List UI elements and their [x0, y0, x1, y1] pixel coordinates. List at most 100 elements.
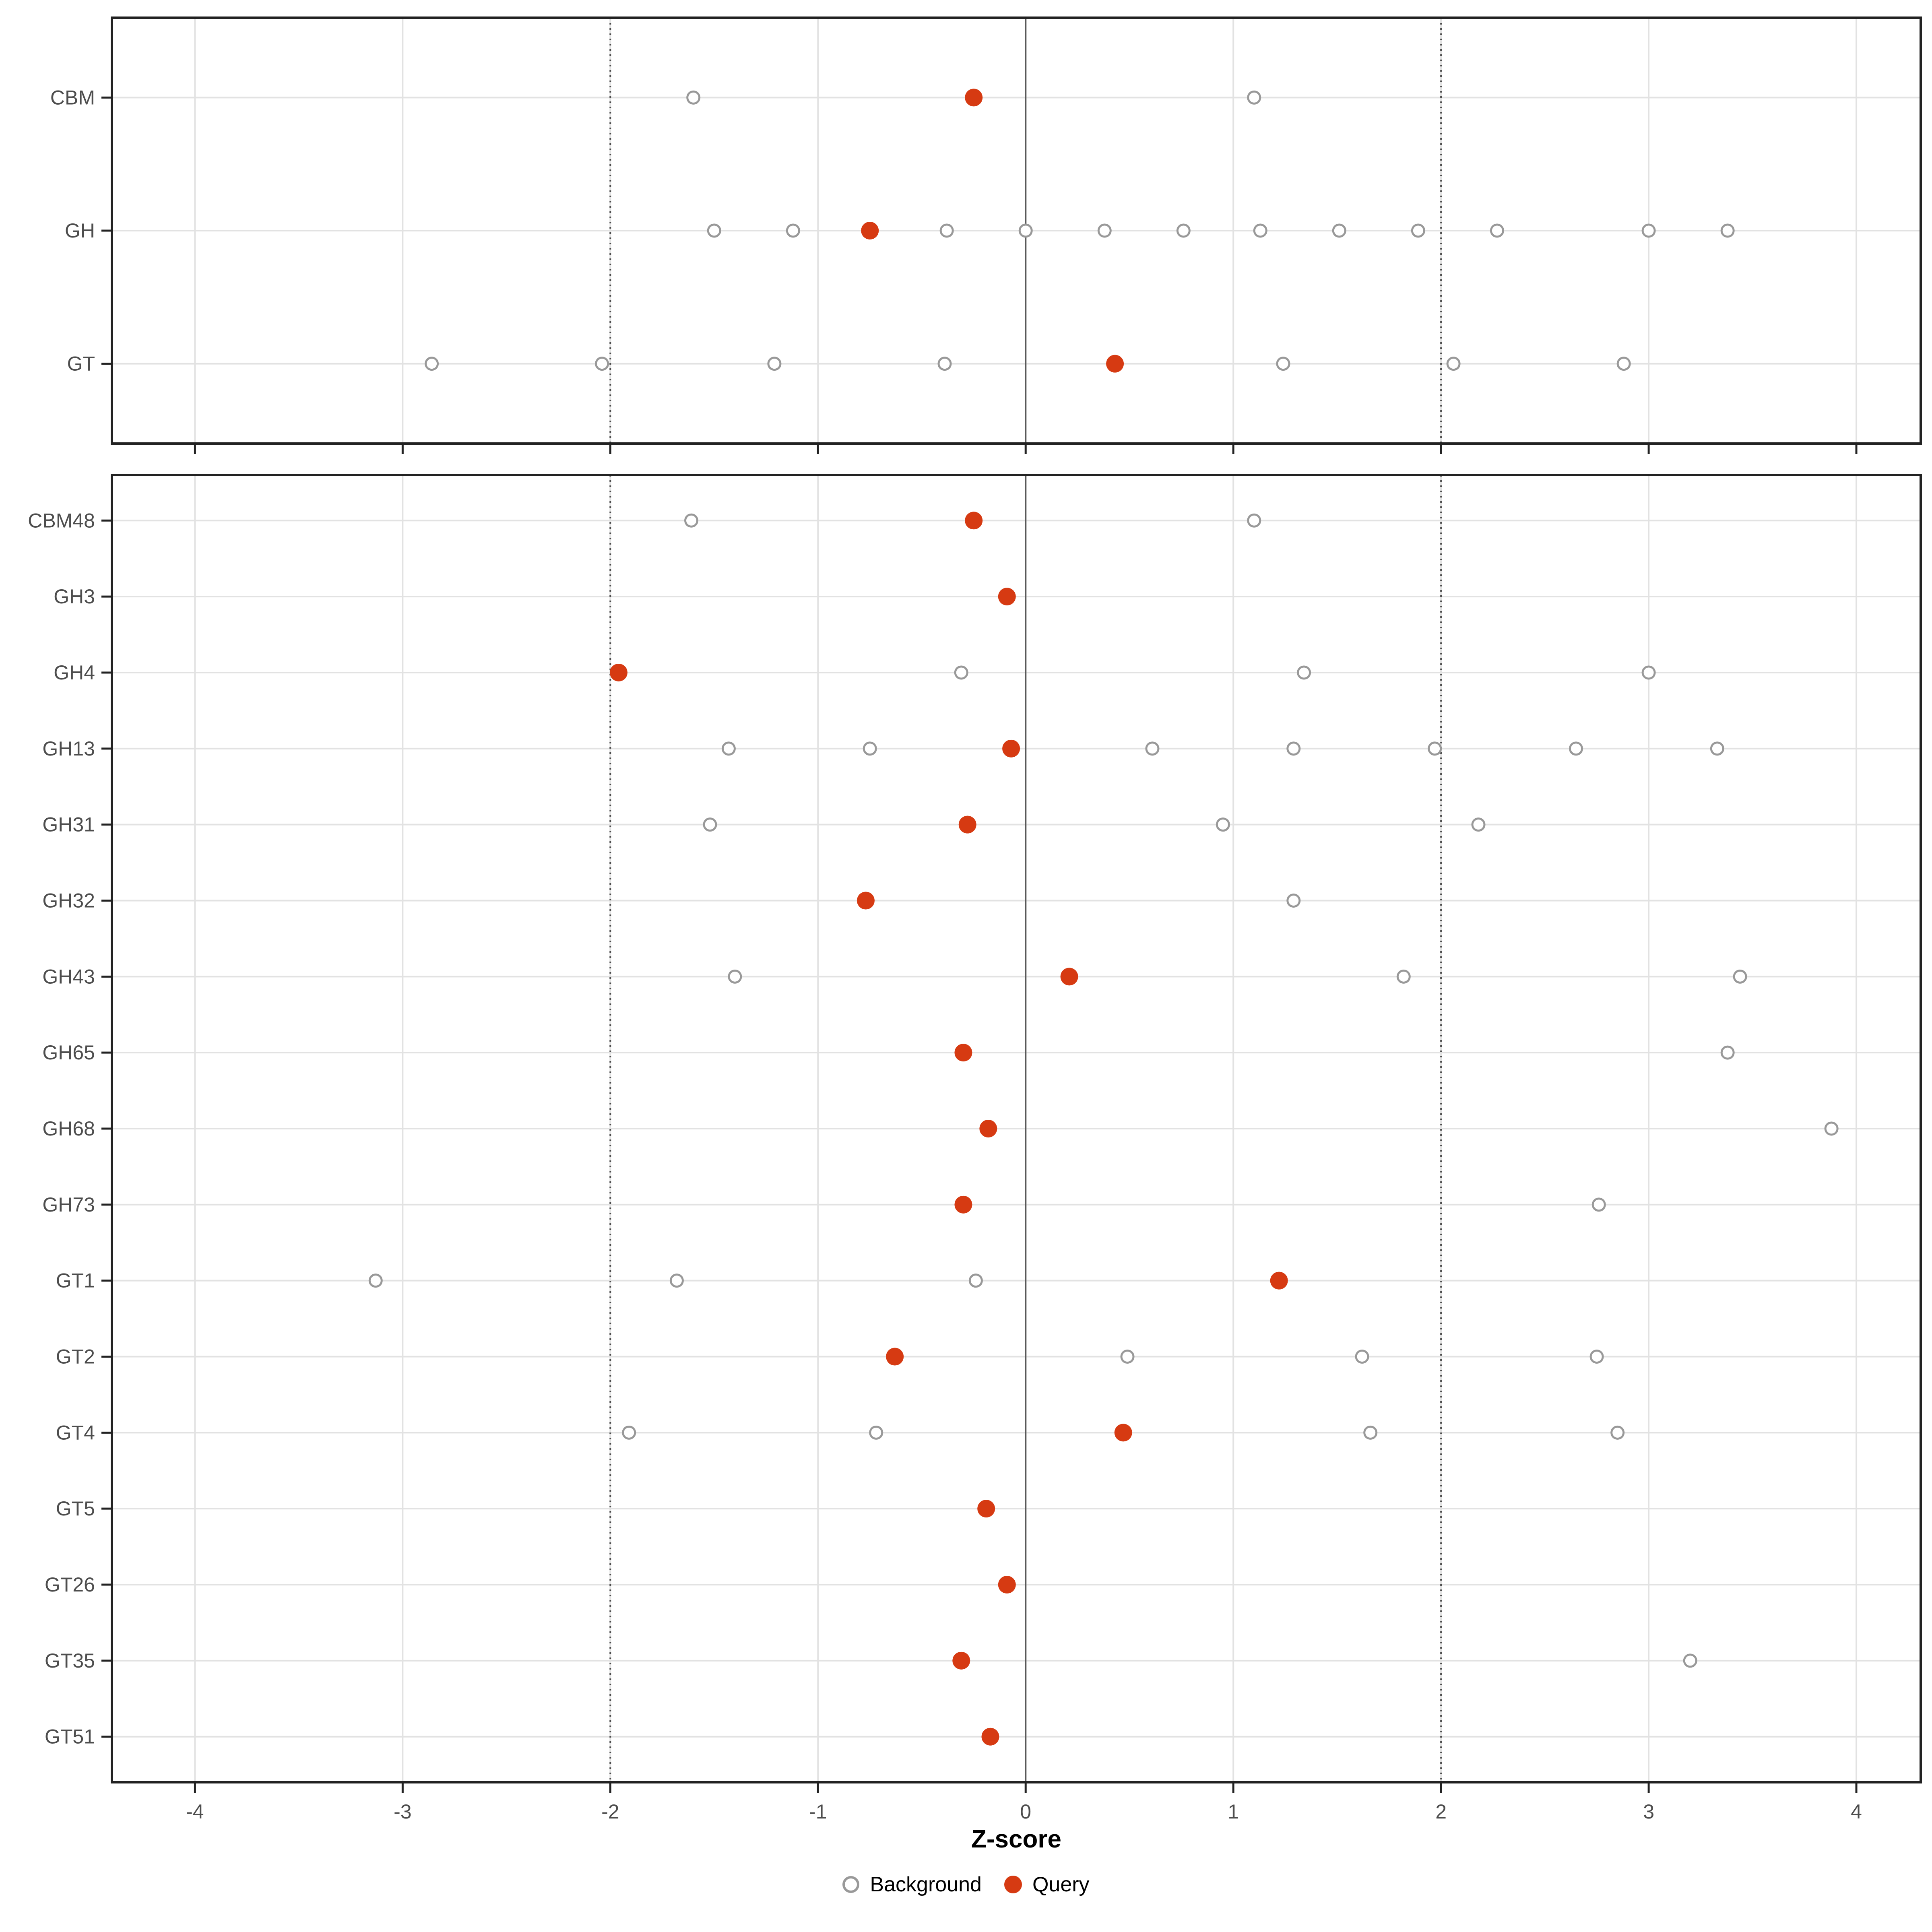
y-axis-label: GH	[65, 219, 95, 242]
query-point	[965, 89, 983, 107]
query-point	[981, 1728, 999, 1746]
background-point	[1616, 357, 1631, 371]
background-point	[1355, 1350, 1369, 1364]
y-axis-label: GT1	[56, 1269, 95, 1292]
background-point	[686, 90, 701, 105]
query-point	[1002, 739, 1020, 758]
background-point	[1720, 1045, 1735, 1060]
background-point	[1569, 741, 1583, 756]
y-axis-label: GT2	[56, 1346, 95, 1368]
background-point	[1720, 223, 1735, 238]
background-point	[1097, 223, 1112, 238]
background-point	[1286, 741, 1301, 756]
background-point	[1411, 223, 1425, 238]
background-point	[1253, 223, 1267, 238]
y-axis-label: GT26	[45, 1573, 95, 1596]
x-tick-label: 1	[1228, 1800, 1239, 1823]
panel-border	[111, 17, 1922, 445]
background-point	[1018, 223, 1033, 238]
x-tick-label: 2	[1435, 1800, 1447, 1823]
background-point	[1428, 741, 1442, 756]
query-point	[998, 588, 1016, 606]
legend-label-query: Query	[1032, 1873, 1090, 1896]
query-point	[952, 1651, 970, 1670]
query-point	[954, 1044, 972, 1062]
background-point	[684, 513, 699, 528]
background-point	[1396, 969, 1411, 984]
background-point	[1589, 1350, 1604, 1364]
background-point	[1446, 357, 1461, 371]
background-point	[721, 741, 736, 756]
background-point	[954, 665, 968, 680]
y-axis-label: GH3	[54, 585, 95, 608]
background-point	[1286, 893, 1301, 908]
background-point	[1247, 90, 1261, 105]
background-point	[939, 223, 954, 238]
query-point	[1114, 1424, 1132, 1442]
x-tick-label: 4	[1851, 1800, 1862, 1823]
background-point	[669, 1274, 684, 1288]
query-point	[1270, 1271, 1288, 1290]
y-axis-label: GH32	[42, 889, 95, 912]
background-point	[1363, 1425, 1378, 1440]
background-point	[1216, 817, 1230, 832]
query-point	[954, 1195, 972, 1214]
y-axis-label: GT35	[45, 1649, 95, 1672]
background-point	[968, 1274, 983, 1288]
x-tick-label: 3	[1643, 1800, 1654, 1823]
legend-item-query: Query	[1004, 1874, 1090, 1895]
background-point	[425, 357, 439, 371]
y-axis-label: GT	[67, 353, 95, 375]
query-point	[998, 1576, 1016, 1594]
background-point	[1297, 665, 1311, 680]
query-point	[1060, 968, 1078, 986]
background-point	[1247, 513, 1261, 528]
x-tick-label: -4	[186, 1800, 204, 1823]
y-axis-label: GH43	[42, 965, 95, 988]
background-point	[1490, 223, 1504, 238]
panel-border	[111, 474, 1922, 1783]
query-point	[1106, 355, 1124, 373]
background-point	[1332, 223, 1346, 238]
background-point	[786, 223, 800, 238]
y-axis-label: GH31	[42, 813, 95, 836]
x-tick-label: -2	[601, 1800, 619, 1823]
background-point	[595, 357, 609, 371]
background-point	[1176, 223, 1191, 238]
y-axis-label: GH73	[42, 1193, 95, 1216]
y-axis-label: CBM	[50, 86, 95, 109]
x-tick-label: -3	[394, 1800, 411, 1823]
y-axis-label: GT4	[56, 1421, 95, 1444]
y-axis-label: GH4	[54, 661, 95, 684]
background-point	[1276, 357, 1290, 371]
x-tick-label: 0	[1020, 1800, 1031, 1823]
query-point	[979, 1120, 997, 1137]
x-axis-title: Z-score	[971, 1825, 1061, 1853]
query-point	[609, 663, 627, 681]
query-legend-icon	[1004, 1876, 1022, 1893]
background-point	[1710, 741, 1724, 756]
y-axis-label: GT5	[56, 1497, 95, 1520]
background-point	[1591, 1197, 1606, 1212]
y-axis-label: CBM48	[28, 509, 95, 532]
background-point	[622, 1425, 636, 1440]
background-point	[1471, 817, 1486, 832]
query-point	[886, 1348, 904, 1366]
background-point	[869, 1425, 883, 1440]
y-axis-label: GT51	[45, 1726, 95, 1748]
query-point	[977, 1500, 995, 1518]
background-point	[767, 357, 782, 371]
y-axis-label: GH65	[42, 1041, 95, 1064]
background-point	[1824, 1121, 1839, 1136]
background-point	[1733, 969, 1747, 984]
background-point	[1145, 741, 1160, 756]
y-axis-label: GH13	[42, 737, 95, 760]
legend: Background Query	[0, 1874, 1932, 1895]
background-point	[1641, 223, 1656, 238]
background-legend-icon	[842, 1876, 860, 1893]
background-point	[1641, 665, 1656, 680]
query-point	[965, 512, 983, 530]
x-tick-label: -1	[809, 1800, 827, 1823]
query-point	[958, 815, 976, 834]
